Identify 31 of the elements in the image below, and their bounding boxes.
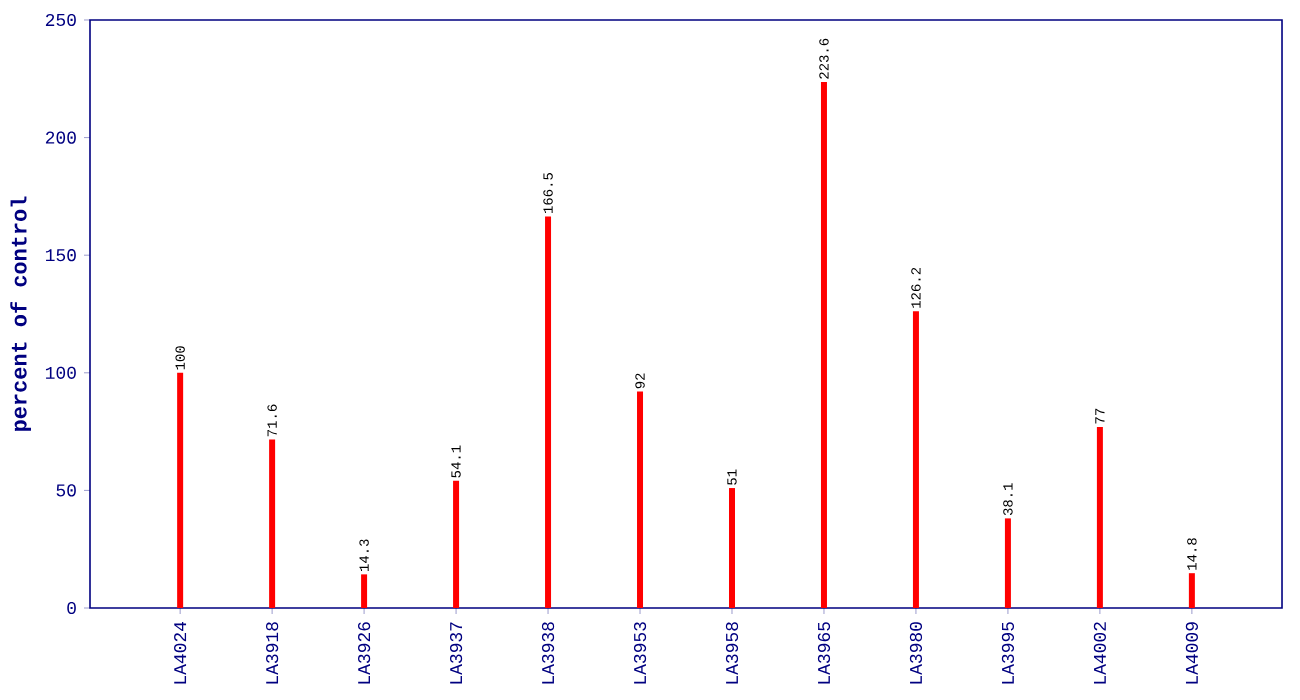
bar <box>728 488 735 608</box>
y-tick-label: 50 <box>56 484 76 497</box>
x-tick-label: LA3918 <box>266 622 279 684</box>
x-tick-label: LA4024 <box>174 621 187 684</box>
bar <box>820 82 827 608</box>
bar <box>912 311 919 608</box>
x-tick-label: LA3953 <box>633 622 647 684</box>
x-tick-label: LA3938 <box>541 622 555 684</box>
x-tick-label: LA3965 <box>817 622 831 684</box>
x-tick-label: LA3926 <box>358 622 371 684</box>
bar <box>1096 426 1103 608</box>
bar <box>361 574 368 608</box>
y-tick-label: 0 <box>67 601 76 615</box>
bar <box>177 372 184 608</box>
bar <box>453 480 460 608</box>
y-tick-label: 200 <box>45 131 76 144</box>
y-tick-label: 150 <box>45 249 76 262</box>
y-axis-title: percent of control <box>10 196 31 431</box>
x-tick-label: LA4002 <box>1093 622 1106 684</box>
x-tick-label: LA3980 <box>909 622 923 684</box>
x-tick-label: LA3958 <box>725 622 739 684</box>
y-tick-label: 100 <box>45 366 76 379</box>
x-tick-label: LA3995 <box>1001 622 1015 684</box>
y-tick-label: 250 <box>45 13 76 27</box>
bar <box>269 439 276 608</box>
bar <box>1004 518 1011 608</box>
bar <box>1188 573 1195 608</box>
x-tick-label: LA3937 <box>449 622 463 684</box>
x-tick-label: LA4009 <box>1185 622 1198 684</box>
bar <box>637 391 644 608</box>
bar <box>545 216 552 608</box>
